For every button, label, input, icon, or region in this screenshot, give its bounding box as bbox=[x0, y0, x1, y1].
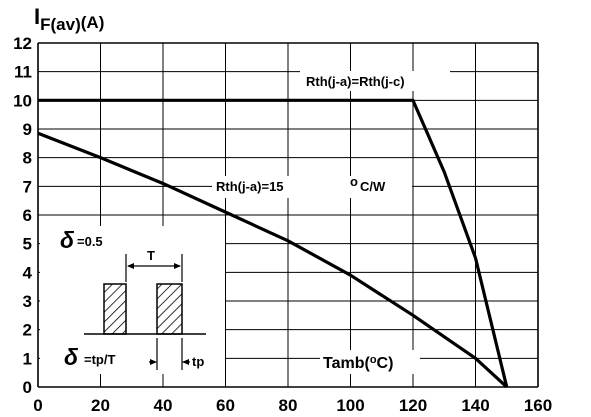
y-tick-label: 11 bbox=[14, 63, 32, 82]
y-tick-label: 2 bbox=[23, 321, 32, 340]
pulse-2 bbox=[157, 284, 182, 334]
series-label-unit: C/W bbox=[360, 179, 386, 194]
x-tick-label: 0 bbox=[33, 396, 42, 415]
x-tick-label: 120 bbox=[399, 396, 427, 415]
pulse-1 bbox=[104, 284, 126, 334]
x-tick-labels: 0 20 40 60 80 100 120 140 160 bbox=[33, 396, 552, 415]
inset-delta-value: =0.5 bbox=[77, 234, 103, 249]
series-label-2-group: Rth(j-a)=15 o C/W bbox=[212, 174, 412, 198]
y-tick-label: 4 bbox=[23, 263, 33, 282]
x-tick-label: 20 bbox=[91, 396, 110, 415]
series-label-rth-ja-eq-rthjc: Rth(j-a)=Rth(j-c) bbox=[306, 74, 405, 89]
x-tick-label: 80 bbox=[279, 396, 298, 415]
formula-text: =tp/T bbox=[84, 352, 115, 367]
formula-delta-symbol: δ bbox=[64, 344, 79, 370]
y-axis-title: IF(av)(A) bbox=[34, 4, 104, 34]
pulse-inset: δ =0.5 T δ =tp/T tp bbox=[40, 226, 225, 374]
x-tick-label: 100 bbox=[336, 396, 364, 415]
series-label-1-group: Rth(j-a)=Rth(j-c) bbox=[300, 71, 450, 91]
y-tick-label: 1 bbox=[23, 349, 32, 368]
y-tick-label: 12 bbox=[13, 34, 32, 53]
y-tick-label: 7 bbox=[23, 177, 32, 196]
y-tick-label: 6 bbox=[23, 206, 32, 225]
x-tick-label: 140 bbox=[461, 396, 489, 415]
y-tick-label: 5 bbox=[23, 235, 32, 254]
y-tick-label: 8 bbox=[23, 149, 32, 168]
y-tick-label: 3 bbox=[23, 292, 32, 311]
period-label: T bbox=[147, 248, 155, 263]
tp-label: tp bbox=[192, 354, 204, 369]
x-axis-title: Tamb(oC) bbox=[323, 354, 393, 372]
series-label-unit-degree: o bbox=[350, 174, 358, 189]
y-tick-label: 10 bbox=[13, 91, 32, 110]
x-axis-title-group: Tamb(oC) bbox=[320, 350, 420, 374]
y-tick-label: 0 bbox=[23, 378, 32, 397]
inset-delta-symbol: δ bbox=[60, 227, 75, 253]
x-tick-label: 160 bbox=[524, 396, 552, 415]
x-tick-label: 40 bbox=[154, 396, 173, 415]
y-tick-label: 9 bbox=[23, 120, 32, 139]
x-tick-label: 60 bbox=[216, 396, 235, 415]
series-label-rth-ja-15: Rth(j-a)=15 bbox=[216, 179, 284, 194]
